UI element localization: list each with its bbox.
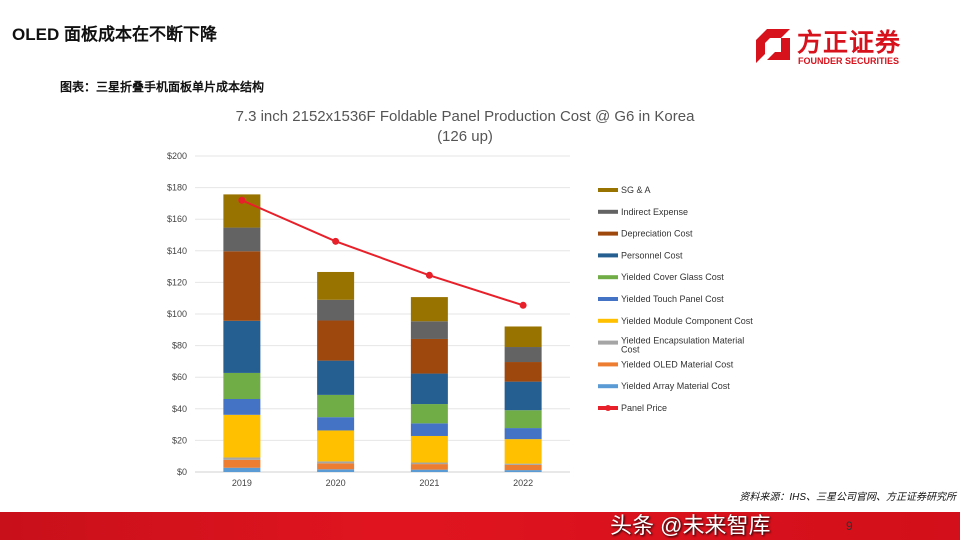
bar-segment <box>504 381 542 411</box>
x-tick-label: 2020 <box>326 478 346 488</box>
y-tick-label: $40 <box>172 404 187 414</box>
y-tick-label: $160 <box>167 214 187 224</box>
legend-label: Yielded Touch Panel Cost <box>621 294 724 304</box>
bar-segment <box>317 469 355 472</box>
bar-segment <box>317 461 355 464</box>
bar-segment <box>223 457 261 460</box>
watermark: 头条 @未来智库 <box>610 513 771 538</box>
y-tick-label: $60 <box>172 372 187 382</box>
bar-segment <box>410 462 448 465</box>
bar-segment <box>504 470 542 472</box>
legend-marker <box>605 405 611 411</box>
bar-segment <box>504 347 542 363</box>
bar-segment <box>504 463 542 465</box>
bar-segment <box>317 271 355 300</box>
page-title: OLED 面板成本在不断下降 <box>12 25 217 44</box>
y-tick-label: $180 <box>167 183 187 193</box>
bar-segment <box>223 467 261 472</box>
bar-segment <box>223 372 261 400</box>
bar-segment <box>223 399 261 415</box>
legend-swatch <box>598 275 618 280</box>
bar-segment <box>317 360 355 395</box>
x-tick-label: 2021 <box>419 478 439 488</box>
y-tick-label: $120 <box>167 277 187 287</box>
logo-text-cn: 方正证券 <box>797 29 902 57</box>
legend-label: Indirect Expense <box>621 207 688 217</box>
bar-segment <box>410 469 448 472</box>
bar-segment <box>504 326 542 348</box>
bar-segment <box>317 394 355 418</box>
bar-segment <box>223 251 261 321</box>
logo-mark-icon <box>756 29 790 63</box>
bar-segment <box>317 417 355 431</box>
bar-segment <box>223 414 261 458</box>
stacked-bar-chart: 7.3 inch 2152x1536F Foldable Panel Produ… <box>167 108 753 488</box>
legend-swatch <box>598 318 618 323</box>
legend-label: Yielded Module Component Cost <box>621 316 753 326</box>
legend-swatch <box>598 384 618 389</box>
legend-label: Yielded OLED Material Cost <box>621 359 734 369</box>
founder-securities-logo: 方正证券 FOUNDER SECURITIES <box>753 26 913 68</box>
bar-segment <box>504 464 542 471</box>
bar-segment <box>504 362 542 382</box>
legend-label: Yielded Array Material Cost <box>621 381 730 391</box>
legend-label: Yielded Encapsulation Material <box>621 336 744 346</box>
legend-label: Panel Price <box>621 403 667 413</box>
legend-label: SG & A <box>621 185 651 195</box>
panel-price-line <box>241 199 524 307</box>
bar-segment <box>317 463 355 470</box>
panel-price-point <box>519 301 527 309</box>
bar-segment <box>317 430 355 462</box>
bar-segment <box>410 404 448 424</box>
y-tick-label: $140 <box>167 246 187 256</box>
legend-label: Personnel Cost <box>621 250 683 260</box>
footer-bar <box>0 512 960 540</box>
bar-segment <box>504 439 542 464</box>
bar-segment <box>223 320 261 373</box>
panel-price-point <box>332 237 340 245</box>
bar-segment <box>223 459 261 468</box>
legend-swatch <box>598 188 618 192</box>
bar-segment <box>504 410 542 429</box>
bar-segment <box>410 464 448 470</box>
chart-subtitle: (126 up) <box>437 128 493 145</box>
bar-segment <box>223 227 261 252</box>
legend-label-cont: Cost <box>621 345 640 355</box>
legend-label: Depreciation Cost <box>621 229 693 239</box>
logo-text-en: FOUNDER SECURITIES <box>798 56 900 66</box>
legend-swatch <box>598 340 618 345</box>
y-tick-label: $100 <box>167 309 187 319</box>
legend-swatch <box>598 297 618 301</box>
x-tick-label: 2022 <box>513 478 533 488</box>
chart-title: 7.3 inch 2152x1536F Foldable Panel Produ… <box>236 108 695 125</box>
bar-segment <box>317 320 355 361</box>
bar-segment <box>410 297 448 322</box>
legend-swatch <box>598 362 618 367</box>
bar-segment <box>410 321 448 339</box>
page-number: 9 <box>846 519 853 533</box>
bar-segment <box>317 299 355 321</box>
bar-segment <box>410 373 448 405</box>
figure-caption: 图表：三星折叠手机面板单片成本结构 <box>60 80 265 94</box>
y-tick-label: $0 <box>177 467 187 477</box>
legend-swatch <box>598 209 618 214</box>
x-tick-label: 2019 <box>232 478 252 488</box>
legend-label: Yielded Cover Glass Cost <box>621 272 724 282</box>
legend-swatch <box>598 253 618 258</box>
legend-swatch <box>598 231 618 236</box>
bar-segment <box>410 423 448 436</box>
y-tick-label: $80 <box>172 341 187 351</box>
panel-price-point <box>425 271 433 279</box>
panel-price-point <box>238 196 246 204</box>
y-tick-label: $200 <box>167 151 187 161</box>
y-tick-label: $20 <box>172 435 187 445</box>
bar-segment <box>410 338 448 374</box>
source-note: 资料来源：IHS、三星公司官网、方正证券研究所 <box>739 492 956 503</box>
bar-segment <box>504 428 542 440</box>
bar-segment <box>410 435 448 463</box>
